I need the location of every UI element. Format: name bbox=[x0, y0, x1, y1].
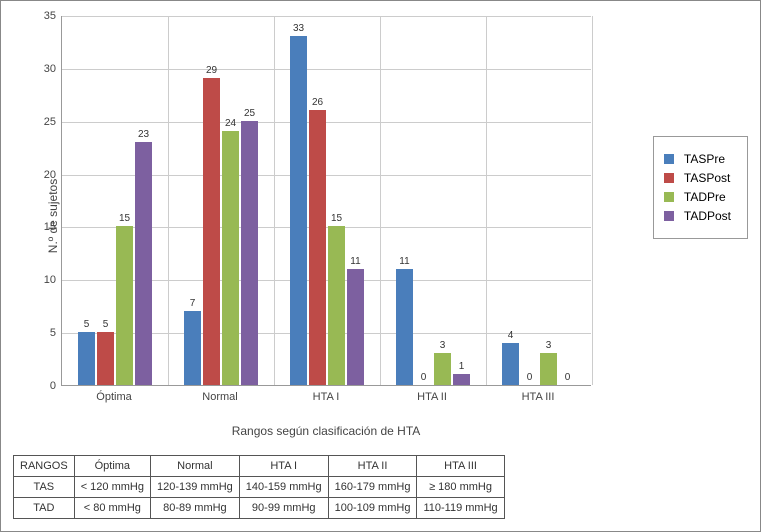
table-cell: < 120 mmHg bbox=[74, 477, 150, 498]
bar-value-label: 0 bbox=[421, 372, 427, 385]
figure-container: 0510152025303555152372924253326151111031… bbox=[0, 0, 761, 532]
bar-tadpre: 3 bbox=[540, 353, 557, 385]
bar-taspre: 5 bbox=[78, 332, 95, 385]
table-cell: ≥ 180 mmHg bbox=[417, 477, 504, 498]
legend-label: TADPre bbox=[684, 190, 726, 204]
legend-swatch bbox=[664, 154, 674, 164]
x-tick-label: HTA III bbox=[522, 391, 555, 403]
gridline-h bbox=[62, 69, 591, 70]
y-tick-label: 5 bbox=[50, 327, 62, 339]
legend-label: TASPost bbox=[684, 171, 730, 185]
table-cell: < 80 mmHg bbox=[74, 498, 150, 519]
table-row: TAD< 80 mmHg80-89 mmHg90-99 mmHg100-109 … bbox=[14, 498, 505, 519]
bar-value-label: 29 bbox=[206, 65, 217, 78]
ranges-table: RANGOSÓptimaNormalHTA IHTA IIHTA IIITAS<… bbox=[13, 455, 505, 519]
bar-value-label: 15 bbox=[331, 213, 342, 226]
table-cell: TAS bbox=[14, 477, 75, 498]
legend: TASPre TASPost TADPre TADPost bbox=[653, 136, 748, 239]
gridline-v bbox=[168, 16, 169, 385]
bar-value-label: 15 bbox=[119, 213, 130, 226]
bar-tadpre: 15 bbox=[116, 226, 133, 385]
y-tick-label: 30 bbox=[44, 63, 62, 75]
table-cell: 90-99 mmHg bbox=[239, 498, 328, 519]
bar-value-label: 0 bbox=[527, 372, 533, 385]
bar-value-label: 3 bbox=[440, 340, 446, 353]
legend-swatch bbox=[664, 192, 674, 202]
plot-region: 0510152025303555152372924253326151111031… bbox=[61, 16, 591, 386]
gridline-v bbox=[380, 16, 381, 385]
gridline-h bbox=[62, 122, 591, 123]
bar-value-label: 11 bbox=[350, 256, 360, 269]
legend-item: TASPre bbox=[664, 152, 731, 166]
bar-value-label: 4 bbox=[508, 330, 514, 343]
x-axis-label: Rangos según clasificación de HTA bbox=[61, 424, 591, 438]
table-row: TAS< 120 mmHg120-139 mmHg140-159 mmHg160… bbox=[14, 477, 505, 498]
bar-tadpre: 24 bbox=[222, 131, 239, 385]
bar-tadpre: 15 bbox=[328, 226, 345, 385]
legend-swatch bbox=[664, 173, 674, 183]
bar-value-label: 7 bbox=[190, 298, 196, 311]
y-tick-label: 0 bbox=[50, 380, 62, 392]
bar-value-label: 23 bbox=[138, 129, 149, 142]
table-cell: 110-119 mmHg bbox=[417, 498, 504, 519]
legend-swatch bbox=[664, 211, 674, 221]
table-header-cell: HTA I bbox=[239, 456, 328, 477]
bar-taspost: 29 bbox=[203, 78, 220, 385]
table-header-cell: Normal bbox=[150, 456, 239, 477]
bar-tadpost: 23 bbox=[135, 142, 152, 385]
gridline-v bbox=[274, 16, 275, 385]
x-tick-label: Óptima bbox=[96, 391, 131, 403]
table-header-cell: HTA II bbox=[328, 456, 417, 477]
table-cell: 100-109 mmHg bbox=[328, 498, 417, 519]
y-tick-label: 25 bbox=[44, 116, 62, 128]
y-tick-label: 10 bbox=[44, 274, 62, 286]
x-tick-label: HTA II bbox=[417, 391, 447, 403]
legend-label: TASPre bbox=[684, 152, 725, 166]
x-tick-label: Normal bbox=[202, 391, 237, 403]
bar-taspost: 5 bbox=[97, 332, 114, 385]
bar-value-label: 26 bbox=[312, 97, 323, 110]
y-tick-label: 35 bbox=[44, 10, 62, 22]
y-axis-label: N.º de sujetos bbox=[46, 179, 60, 253]
gridline-v bbox=[592, 16, 593, 385]
bar-value-label: 5 bbox=[103, 319, 109, 332]
bar-value-label: 33 bbox=[293, 23, 304, 36]
bar-value-label: 3 bbox=[546, 340, 552, 353]
bar-value-label: 24 bbox=[225, 118, 236, 131]
bar-taspost: 26 bbox=[309, 110, 326, 385]
legend-item: TADPost bbox=[664, 209, 731, 223]
chart-area: 0510152025303555152372924253326151111031… bbox=[61, 16, 591, 416]
legend-item: TADPre bbox=[664, 190, 731, 204]
gridline-h bbox=[62, 16, 591, 17]
bar-value-label: 1 bbox=[459, 361, 465, 374]
table-header-row: RANGOSÓptimaNormalHTA IHTA IIHTA III bbox=[14, 456, 505, 477]
x-tick-label: HTA I bbox=[313, 391, 340, 403]
bar-value-label: 25 bbox=[244, 108, 255, 121]
bar-tadpost: 11 bbox=[347, 269, 364, 385]
gridline-v bbox=[486, 16, 487, 385]
table-header-cell: RANGOS bbox=[14, 456, 75, 477]
bar-value-label: 0 bbox=[565, 372, 571, 385]
bar-taspre: 4 bbox=[502, 343, 519, 385]
table-cell: 160-179 mmHg bbox=[328, 477, 417, 498]
bar-value-label: 5 bbox=[84, 319, 90, 332]
bar-taspre: 11 bbox=[396, 269, 413, 385]
bar-taspre: 33 bbox=[290, 36, 307, 385]
bar-tadpost: 1 bbox=[453, 374, 470, 385]
table-cell: TAD bbox=[14, 498, 75, 519]
legend-item: TASPost bbox=[664, 171, 731, 185]
table-header-cell: Óptima bbox=[74, 456, 150, 477]
table-cell: 80-89 mmHg bbox=[150, 498, 239, 519]
bar-tadpre: 3 bbox=[434, 353, 451, 385]
bar-tadpost: 25 bbox=[241, 121, 258, 385]
table-header-cell: HTA III bbox=[417, 456, 504, 477]
table-cell: 120-139 mmHg bbox=[150, 477, 239, 498]
table-cell: 140-159 mmHg bbox=[239, 477, 328, 498]
bar-taspre: 7 bbox=[184, 311, 201, 385]
bar-value-label: 11 bbox=[399, 256, 409, 269]
legend-label: TADPost bbox=[684, 209, 731, 223]
